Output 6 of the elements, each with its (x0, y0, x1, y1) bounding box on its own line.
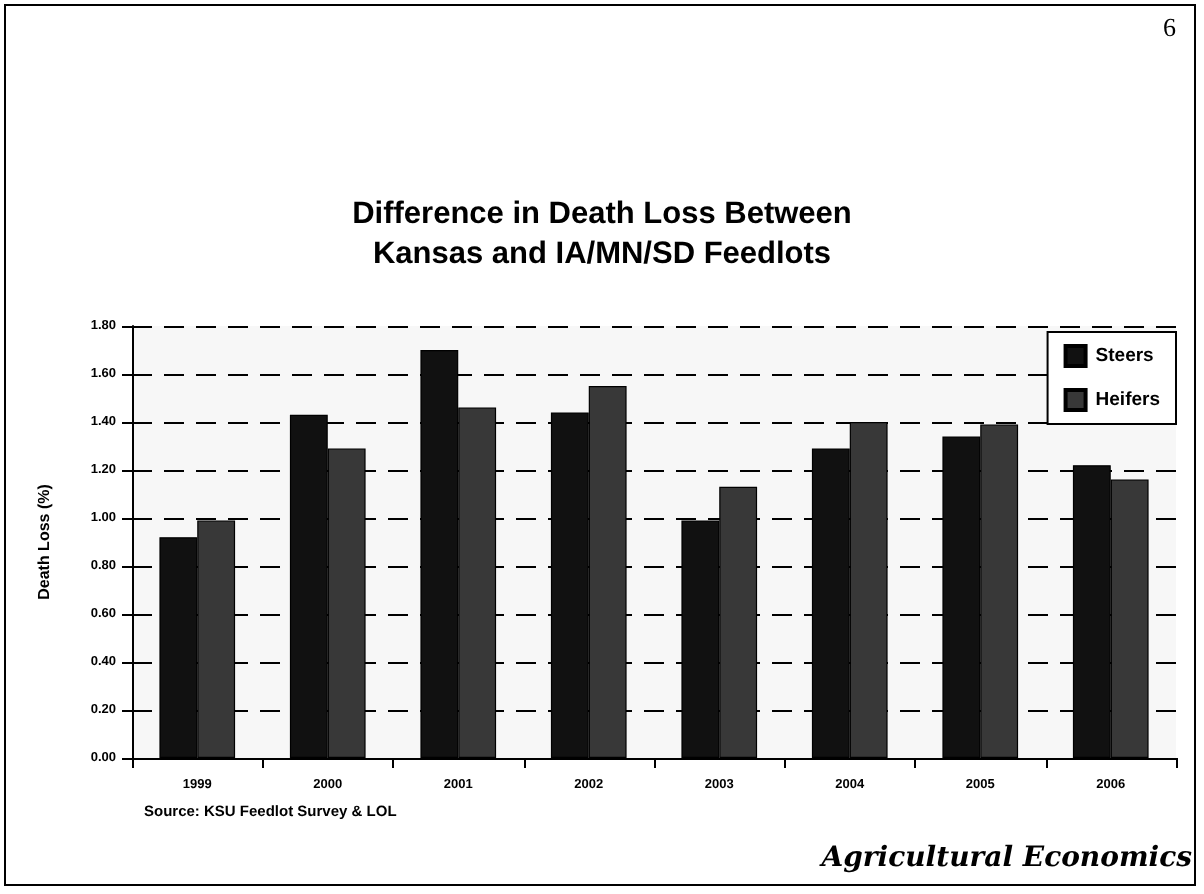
legend-label: Steers (1095, 345, 1154, 367)
text: Agricultural Economics (821, 842, 1192, 874)
text: 6 (1163, 12, 1176, 44)
y-axis-title: Death Loss (%) (35, 483, 53, 600)
chart-title: Difference in Death Loss Between Kansas and IA/MN/SD Feedlots (352, 197, 852, 271)
legend-label: Heifers (1095, 389, 1161, 411)
